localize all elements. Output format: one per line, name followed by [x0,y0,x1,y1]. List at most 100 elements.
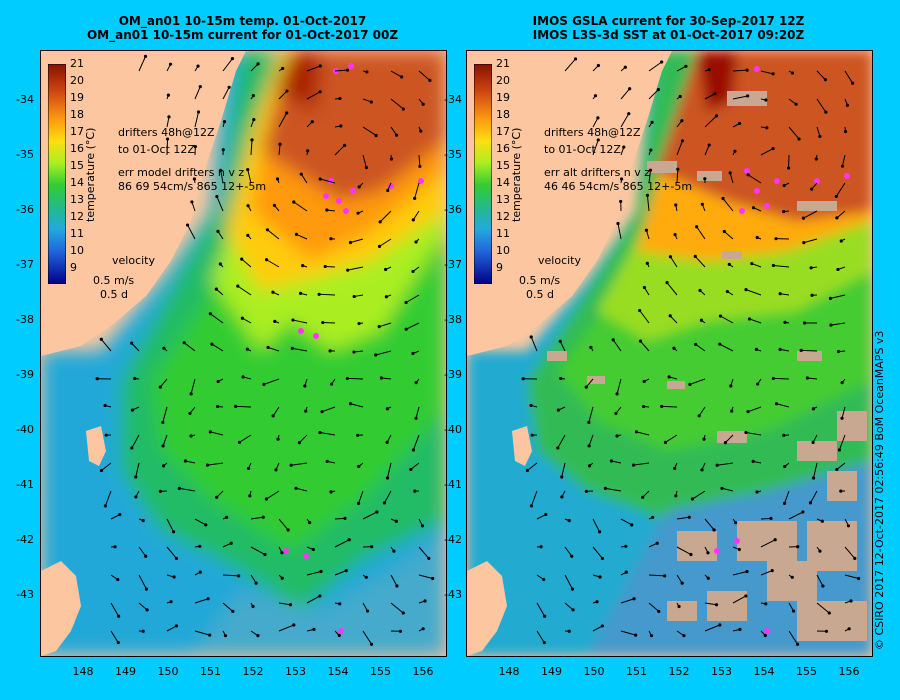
velocity-arrow-head [799,348,803,352]
velocity-arrow [676,169,679,184]
left-legend-velocity: velocity [112,254,155,267]
velocity-arrow-head [273,319,277,323]
velocity-arrow-head [829,323,833,327]
velocity-arrow-head [693,254,697,259]
velocity-arrow-head [394,519,398,523]
velocity-arrow-head [193,145,197,149]
velocity-arrow-head [357,321,361,326]
velocity-arrow [412,434,420,451]
velocity-arrow-head [337,633,341,638]
velocity-arrow [694,256,706,268]
velocity-arrow-head [771,72,775,76]
velocity-arrow-head [782,433,786,437]
velocity-arrow-head [702,437,706,441]
velocity-arrow-head [624,570,628,574]
velocity-arrow [418,574,433,579]
velocity-arrow-head [614,411,618,416]
velocity-arrow [138,56,146,72]
lat-tick-right-7: -41 [444,478,462,491]
velocity-arrow-head [746,173,750,177]
velocity-arrow-head [755,235,759,240]
velocity-arrow [620,598,635,604]
velocity-arrow-head [215,495,219,499]
velocity-arrow-head [795,642,800,646]
velocity-arrow [670,256,678,268]
velocity-arrow-head [642,379,646,384]
velocity-arrow [605,487,622,492]
velocity-arrow-head [205,463,210,467]
velocity-arrow [844,546,856,559]
velocity-arrow-head [687,515,691,519]
lon-tick-right-7: 155 [796,665,817,678]
velocity-arrow-head [672,466,677,471]
velocity-arrow [620,630,636,636]
velocity-arrow-head [304,409,308,413]
velocity-arrow [830,322,846,326]
lon-tick-left-0: 148 [72,665,94,678]
velocity-arrow [722,198,734,212]
velocity-arrow [830,294,846,299]
velocity-arrow [379,322,392,328]
velocity-arrow-head [256,62,260,66]
velocity-arrow [751,263,762,268]
velocity-arrow-head [648,168,653,172]
velocity-arrow-head [834,194,838,199]
lat-tick-left-4: -38 [16,313,34,326]
velocity-arrow [561,462,566,478]
colorbar-tick-right-9: 12 [496,210,510,223]
velocity-arrow [838,434,846,451]
velocity-arrow-head [600,624,605,628]
velocity-arrow [564,546,573,557]
right-colorbar-label: temperature (°C) [510,127,523,222]
velocity-arrow [760,517,771,520]
colorbar-tick-left-6: 15 [70,159,84,172]
velocity-arrow-head [240,316,244,320]
velocity-arrow-head [805,376,810,380]
velocity-arrow [760,70,774,75]
velocity-arrow-head [835,467,839,472]
lat-tick-right-4: -38 [444,313,462,326]
velocity-arrow-head [382,501,387,505]
colorbar-tick-right-7: 14 [496,176,510,189]
velocity-arrow-head [389,157,394,161]
lat-tick-left-0: -34 [16,93,34,106]
lat-tick-right-3: -37 [444,258,462,271]
velocity-arrow [306,91,321,100]
velocity-arrow [242,317,252,324]
velocity-arrow-head [734,521,738,525]
velocity-arrow [292,347,308,352]
velocity-arrow-head [850,81,855,85]
colorbar-tick-right-0: 21 [496,57,510,70]
velocity-arrow-head [240,257,244,261]
velocity-arrow-head [715,463,719,467]
velocity-arrow [732,69,748,72]
velocity-arrow-head [718,623,722,627]
colorbar-tick-left-5: 16 [70,142,84,155]
velocity-arrow [194,598,209,604]
left-temperature-field [41,51,446,656]
velocity-arrow-head [750,261,754,266]
velocity-arrow [816,126,821,137]
colorbar-tick-right-3: 18 [496,108,510,121]
velocity-arrow [661,405,678,408]
lon-tick-right-8: 156 [838,665,860,678]
velocity-arrow-head [219,168,223,172]
left-velocity-arrows [95,54,435,646]
velocity-arrow [704,518,715,531]
velocity-arrow-head [182,341,186,345]
velocity-arrow-head [782,501,787,505]
velocity-arrow [350,403,364,408]
velocity-arrow-head [559,376,563,381]
velocity-arrow-head [778,292,782,296]
velocity-arrow-head [770,569,774,573]
velocity-arrow-head [345,68,349,72]
velocity-arrow [617,223,622,240]
velocity-arrow-head [651,515,655,519]
velocity-arrow [620,518,632,526]
velocity-arrow-head [676,167,680,171]
velocity-arrow-head [134,495,138,499]
velocity-arrow-head [216,404,220,409]
lon-tick-left-1: 149 [115,665,136,678]
velocity-arrow [239,434,252,443]
velocity-arrow [745,431,762,436]
